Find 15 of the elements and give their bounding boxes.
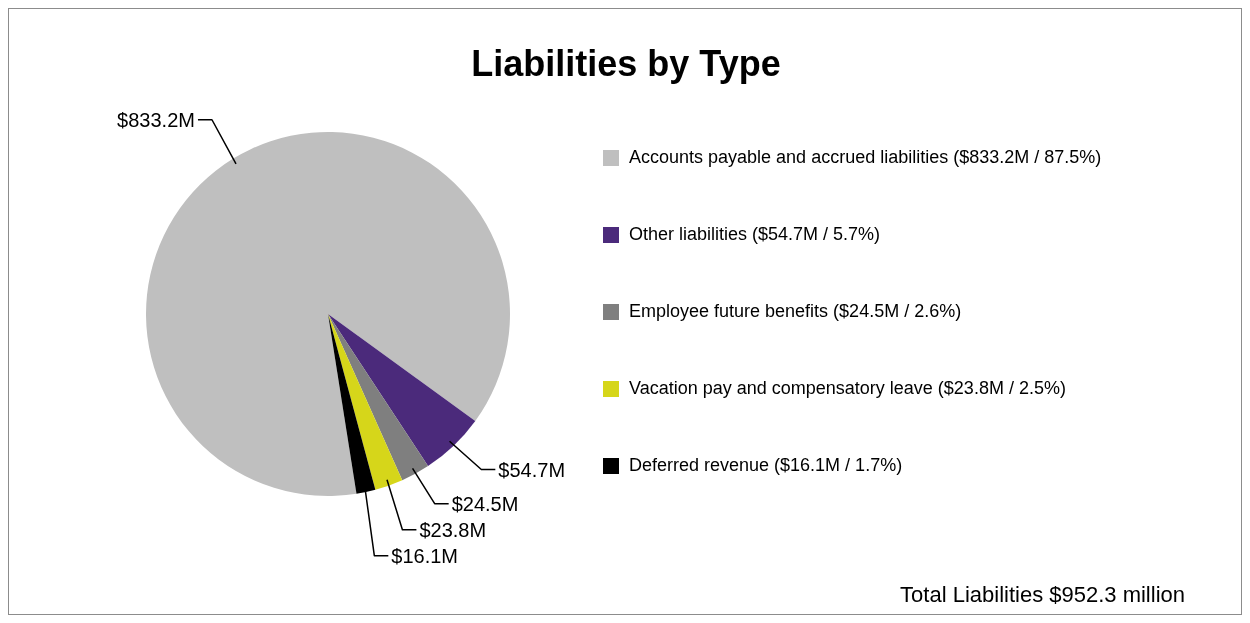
legend-label: Vacation pay and compensatory leave ($23.8M / 2.5%) <box>629 378 1066 399</box>
chart-title: Liabilities by Type <box>470 43 782 85</box>
data-label: $24.5M <box>451 492 519 515</box>
pie-slice <box>328 314 429 481</box>
legend-label: Accounts payable and accrued liabilities ($833.2M / 87.5%) <box>629 147 1102 168</box>
pie-slice <box>328 314 476 467</box>
data-label: $833.2M <box>117 108 195 131</box>
data-label: $54.7M <box>498 458 566 481</box>
pie-slice <box>328 314 403 490</box>
legend-label: Employee future benefits ($24.5M / 2.6%) <box>629 301 962 322</box>
legend-label: Other liabilities ($54.7M / 5.7%) <box>629 224 881 245</box>
data-label: $23.8M <box>419 518 487 541</box>
legend-label: Deferred revenue ($16.1M / 1.7%) <box>629 455 903 476</box>
data-label: $16.1M <box>391 544 459 567</box>
text: Total Liabilities $952.3 million <box>900 582 1185 608</box>
